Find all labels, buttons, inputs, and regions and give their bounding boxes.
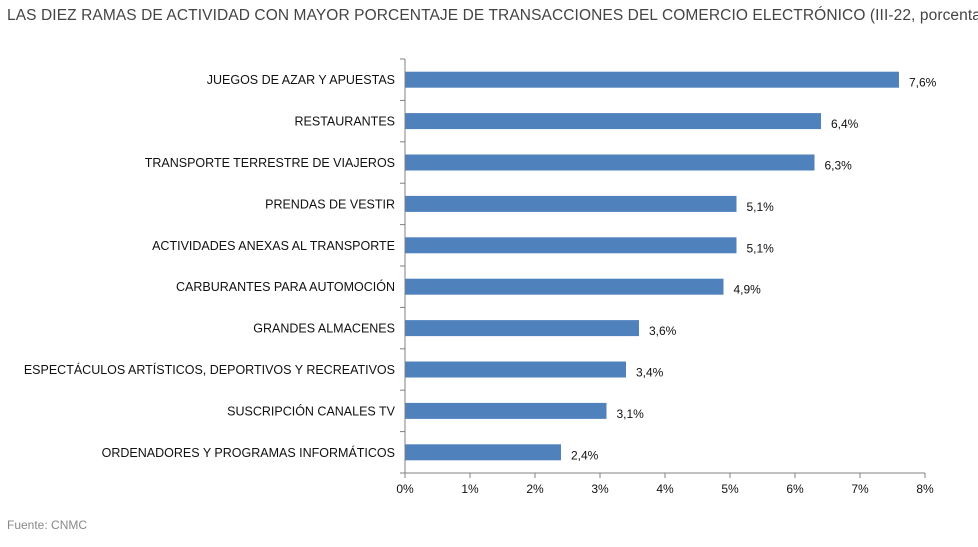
source-note: Fuente: CNMC: [7, 518, 88, 532]
x-tick-label: 5%: [721, 482, 739, 496]
data-label: 5,1%: [747, 200, 775, 214]
data-label: 3,6%: [649, 324, 677, 338]
data-label: 5,1%: [747, 241, 775, 255]
bar: [405, 361, 626, 378]
data-label: 3,4%: [636, 366, 664, 380]
category-label: TRANSPORTE TERRESTRE DE VIAJEROS: [145, 156, 395, 170]
x-tick-label: 7%: [851, 482, 869, 496]
bar: [405, 320, 639, 337]
x-tick-label: 6%: [786, 482, 804, 496]
bars-group: [405, 71, 899, 461]
x-tick-label: 1%: [461, 482, 479, 496]
bar: [405, 195, 737, 212]
data-label: 2,4%: [571, 448, 599, 462]
category-label: SUSCRIPCIÓN CANALES TV: [227, 403, 396, 418]
x-tick-label: 4%: [656, 482, 674, 496]
category-label: ACTIVIDADES ANEXAS AL TRANSPORTE: [152, 239, 395, 253]
data-label: 4,9%: [734, 283, 762, 297]
category-label: ORDENADORES Y PROGRAMAS INFORMÁTICOS: [102, 445, 395, 460]
x-tick-label: 8%: [916, 482, 934, 496]
data-label: 6,3%: [825, 159, 853, 173]
data-label: 3,1%: [617, 407, 645, 421]
bar: [405, 71, 899, 88]
category-label: PRENDAS DE VESTIR: [265, 197, 395, 211]
category-label: GRANDES ALMACENES: [253, 322, 395, 336]
category-label: ESPECTÁCULOS ARTÍSTICOS, DEPORTIVOS Y RE…: [24, 362, 395, 377]
category-label: CARBURANTES PARA AUTOMOCIÓN: [176, 279, 395, 294]
category-label: RESTAURANTES: [295, 115, 395, 129]
x-tick-label: 2%: [526, 482, 544, 496]
x-tick-label: 0%: [396, 482, 414, 496]
bar: [405, 154, 815, 171]
bar: [405, 402, 607, 419]
bar: [405, 278, 724, 295]
data-label: 6,4%: [831, 117, 859, 131]
data-label: 7,6%: [909, 76, 937, 90]
bar: [405, 113, 821, 130]
data-labels: 7,6% 6,4% 6,3% 5,1% 5,1% 4,9% 3,6% 3,4% 3,1% 2,4%: [571, 76, 937, 463]
bar: [405, 237, 737, 254]
axes-group: 0% 1% 2% 3% 4% 5% 6% 7% 8%: [396, 58, 934, 496]
bar: [405, 444, 561, 461]
category-labels: JUEGOS DE AZAR Y APUESTAS RESTAURANTES TRA…: [24, 73, 396, 460]
x-tick-label: 3%: [591, 482, 609, 496]
category-label: JUEGOS DE AZAR Y APUESTAS: [207, 73, 395, 87]
chart-title: LAS DIEZ RAMAS DE ACTIVIDAD CON MAYOR PO…: [7, 7, 978, 24]
